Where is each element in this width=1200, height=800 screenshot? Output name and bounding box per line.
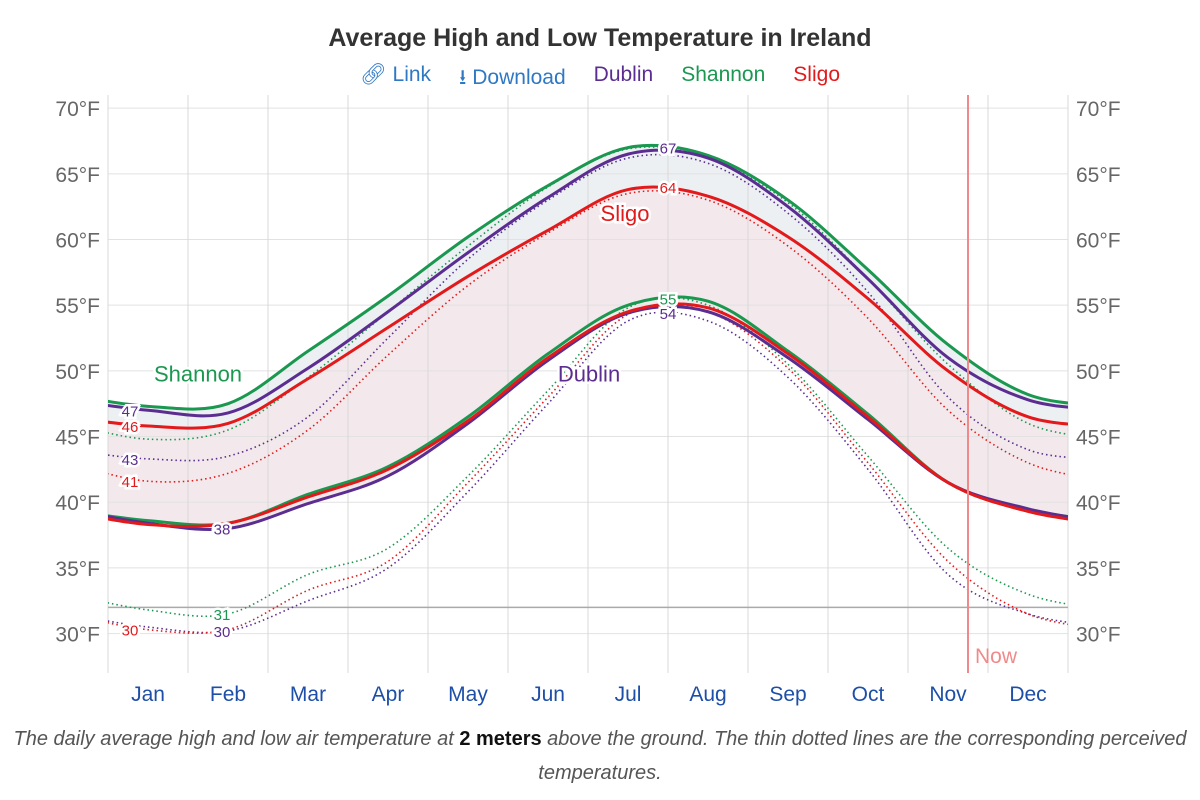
download-label: Download [472,66,566,89]
annotation-label: 31 [214,607,231,624]
ytick-label-left: 65°F [55,164,100,187]
xtick-label-aug: Aug [689,683,726,706]
annotation-label: 38 [214,522,231,539]
ytick-label-left: 35°F [55,558,100,581]
annotation-label: 47 [122,403,139,420]
annotation-label: 30 [214,624,231,641]
shannon-high-line [108,143,1068,411]
annotation-label: 67 [660,141,677,158]
chart-svg: 30°F 30°F 35°F 35°F 40°F 40°F 45°F 45°F 50°F 50°F… [55,95,1121,706]
link-label: Link [392,63,432,86]
xtick-label-oct: Oct [852,683,885,706]
xtick-label-jul: Jul [615,683,642,706]
sligo-perceived-low-line [108,303,1068,635]
xtick-label-jun: Jun [531,683,565,706]
legend: 🔗︎ Link ⭳ Download Dublin Shannon Sligo [0,63,1200,98]
ytick-label-right: 60°F [1076,230,1121,253]
chart-title: Average High and Low Temperature in Irel… [328,24,872,52]
sligo-perceived-high-line [108,190,1068,483]
ytick-label-right: 30°F [1076,624,1121,647]
ytick-label-right: 65°F [1076,164,1121,187]
caption-text: The daily average high and low air tempe… [13,728,460,750]
annotation-label: 46 [122,419,139,436]
annotation-label: Sligo [601,201,650,226]
ytick-label-left: 40°F [55,492,100,515]
xtick-label-nov: Nov [929,683,967,706]
ytick-label-right: 55°F [1076,295,1121,318]
sligo-high-line [108,185,1068,430]
sligo-low-line [108,302,1068,528]
ytick-label-left: 50°F [55,361,100,384]
download-icon: ⭳ [459,66,467,89]
dublin-high-line [108,148,1068,418]
xtick-label-dec: Dec [1009,683,1046,706]
ytick-label-right: 40°F [1076,492,1121,515]
ytick-label-left: 30°F [55,624,100,647]
ytick-label-left: 45°F [55,427,100,450]
xtick-label-apr: Apr [372,683,405,706]
download-button[interactable]: ⭳ Download [459,63,566,98]
legend-shannon[interactable]: Shannon [681,63,766,86]
caption-bold: 2 meters [459,728,542,750]
ytick-label-left: 70°F [55,98,100,121]
annotation-label: 41 [122,474,139,491]
chart-caption: The daily average high and low air tempe… [0,722,1200,790]
link-icon: 🔗︎ [360,63,387,86]
ytick-label-right: 70°F [1076,98,1121,121]
xtick-label-jan: Jan [131,683,165,706]
xtick-label-sep: Sep [769,683,806,706]
now-label: Now [975,645,1018,668]
caption-text-end: above the ground. The thin dotted lines … [538,728,1187,784]
annotation-label: Dublin [558,361,620,386]
annotation-label: 64 [660,180,677,197]
xtick-label-mar: Mar [290,683,326,706]
xtick-label-feb: Feb [210,683,246,706]
ytick-label-left: 60°F [55,230,100,253]
ytick-label-right: 35°F [1076,558,1121,581]
annotation-label: 30 [122,623,139,640]
annotation-label: Shannon [154,361,242,386]
annotation-label: 43 [122,452,139,469]
xtick-label-may: May [448,683,488,706]
legend-dublin[interactable]: Dublin [593,63,654,86]
link-button[interactable]: 🔗︎ Link [360,63,431,98]
annotation-label: 55 [660,292,677,309]
legend-sligo[interactable]: Sligo [793,63,840,86]
dublin-perceived-high-line [108,153,1068,462]
annotation-label: 54 [660,306,677,323]
ytick-label-right: 45°F [1076,427,1121,450]
ytick-label-left: 55°F [55,295,100,318]
ytick-label-right: 50°F [1076,361,1121,384]
